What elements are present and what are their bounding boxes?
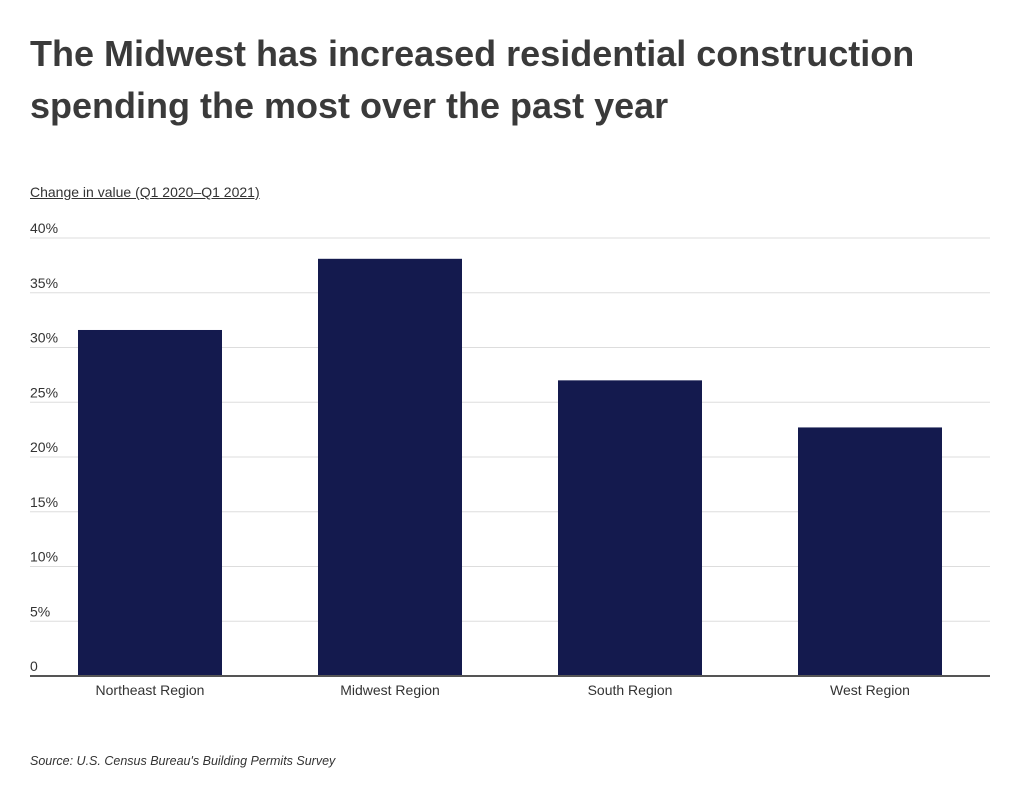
x-category-label: South Region xyxy=(588,682,673,698)
x-category-label: West Region xyxy=(830,682,910,698)
y-axis-label: Change in value (Q1 2020–Q1 2021) xyxy=(30,184,260,200)
y-tick-label-20: 20% xyxy=(30,439,58,455)
y-tick-label-25: 25% xyxy=(30,384,58,400)
y-tick-label-0: 0 xyxy=(30,658,38,674)
x-axis-categories: Northeast Region Midwest Region South Regi… xyxy=(96,682,910,698)
x-category-label: Midwest Region xyxy=(340,682,440,698)
y-tick-label-30: 30% xyxy=(30,330,58,346)
y-tick-label-10: 10% xyxy=(30,549,58,565)
bar-west-region xyxy=(798,427,942,676)
y-axis-ticks: 0 5% 10% 15% 20% 25% 30% 35% 40% xyxy=(30,220,58,674)
bar-northeast-region xyxy=(78,329,222,676)
bars xyxy=(78,258,942,676)
source-note: Source: U.S. Census Bureau's Building Pe… xyxy=(30,754,336,768)
x-category-label: Northeast Region xyxy=(96,682,205,698)
y-tick-label-35: 35% xyxy=(30,275,58,291)
chart-title: The Midwest has increased residential co… xyxy=(30,33,915,126)
y-tick-label-15: 15% xyxy=(30,494,58,510)
bar-south-region xyxy=(558,380,702,676)
y-tick-label-5: 5% xyxy=(30,603,50,619)
y-tick-label-40: 40% xyxy=(30,220,58,236)
bar-midwest-region xyxy=(318,258,462,676)
